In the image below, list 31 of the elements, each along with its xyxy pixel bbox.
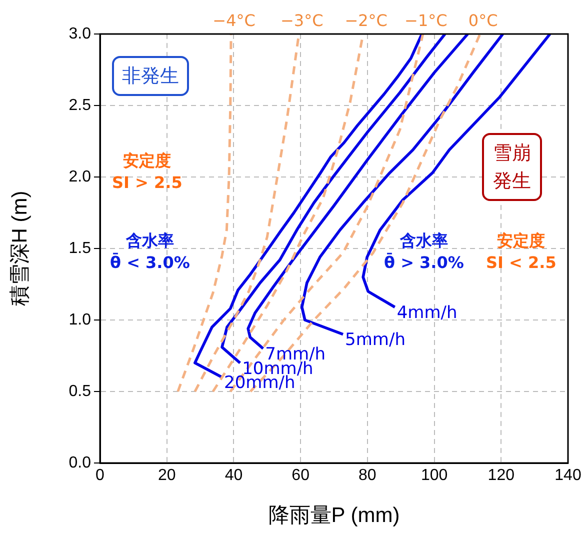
series-label: 20mm/h — [224, 373, 296, 394]
y-tick-label: 2.0 — [68, 168, 92, 186]
y-tick-label: 3.0 — [68, 25, 92, 42]
x-tick-label: 0 — [96, 467, 105, 484]
x-axis-title: 降雨量P (mm) — [268, 504, 400, 528]
y-tick-label: 2.5 — [68, 96, 92, 114]
series-label: −2°C — [344, 11, 388, 30]
series-label: 0°C — [468, 11, 498, 30]
y-tick-label: 1.0 — [68, 311, 92, 328]
series-label: −4°C — [212, 11, 256, 30]
x-tick-label: 20 — [158, 467, 176, 484]
y-tick-label: 0.0 — [68, 454, 92, 472]
annotation: 非発生 — [112, 56, 189, 96]
x-tick-label: 80 — [358, 467, 376, 484]
annotation: 含水率 θ̄ > 3.0% — [384, 230, 464, 274]
series-label: 4mm/h — [396, 303, 458, 324]
series-label: −3°C — [280, 11, 324, 30]
annotation: 安定度 SI < 2.5 — [486, 230, 556, 274]
y-tick-label: 1.5 — [68, 240, 92, 257]
annotation: 雪崩発生 — [482, 133, 542, 201]
x-tick-label: 60 — [292, 467, 310, 484]
y-axis-title: 積雪深H (m) — [8, 190, 32, 306]
annotation: 安定度 SI > 2.5 — [112, 150, 182, 194]
annotation: 含水率 θ̄ < 3.0% — [110, 230, 190, 274]
x-tick-label: 120 — [488, 467, 515, 484]
x-tick-label: 40 — [224, 467, 243, 484]
series-label: 5mm/h — [345, 330, 406, 350]
series-label: −1°C — [404, 11, 448, 30]
x-tick-label: 140 — [554, 467, 582, 484]
x-tick-label: 100 — [420, 467, 448, 484]
y-tick-label: 0.5 — [68, 382, 92, 400]
